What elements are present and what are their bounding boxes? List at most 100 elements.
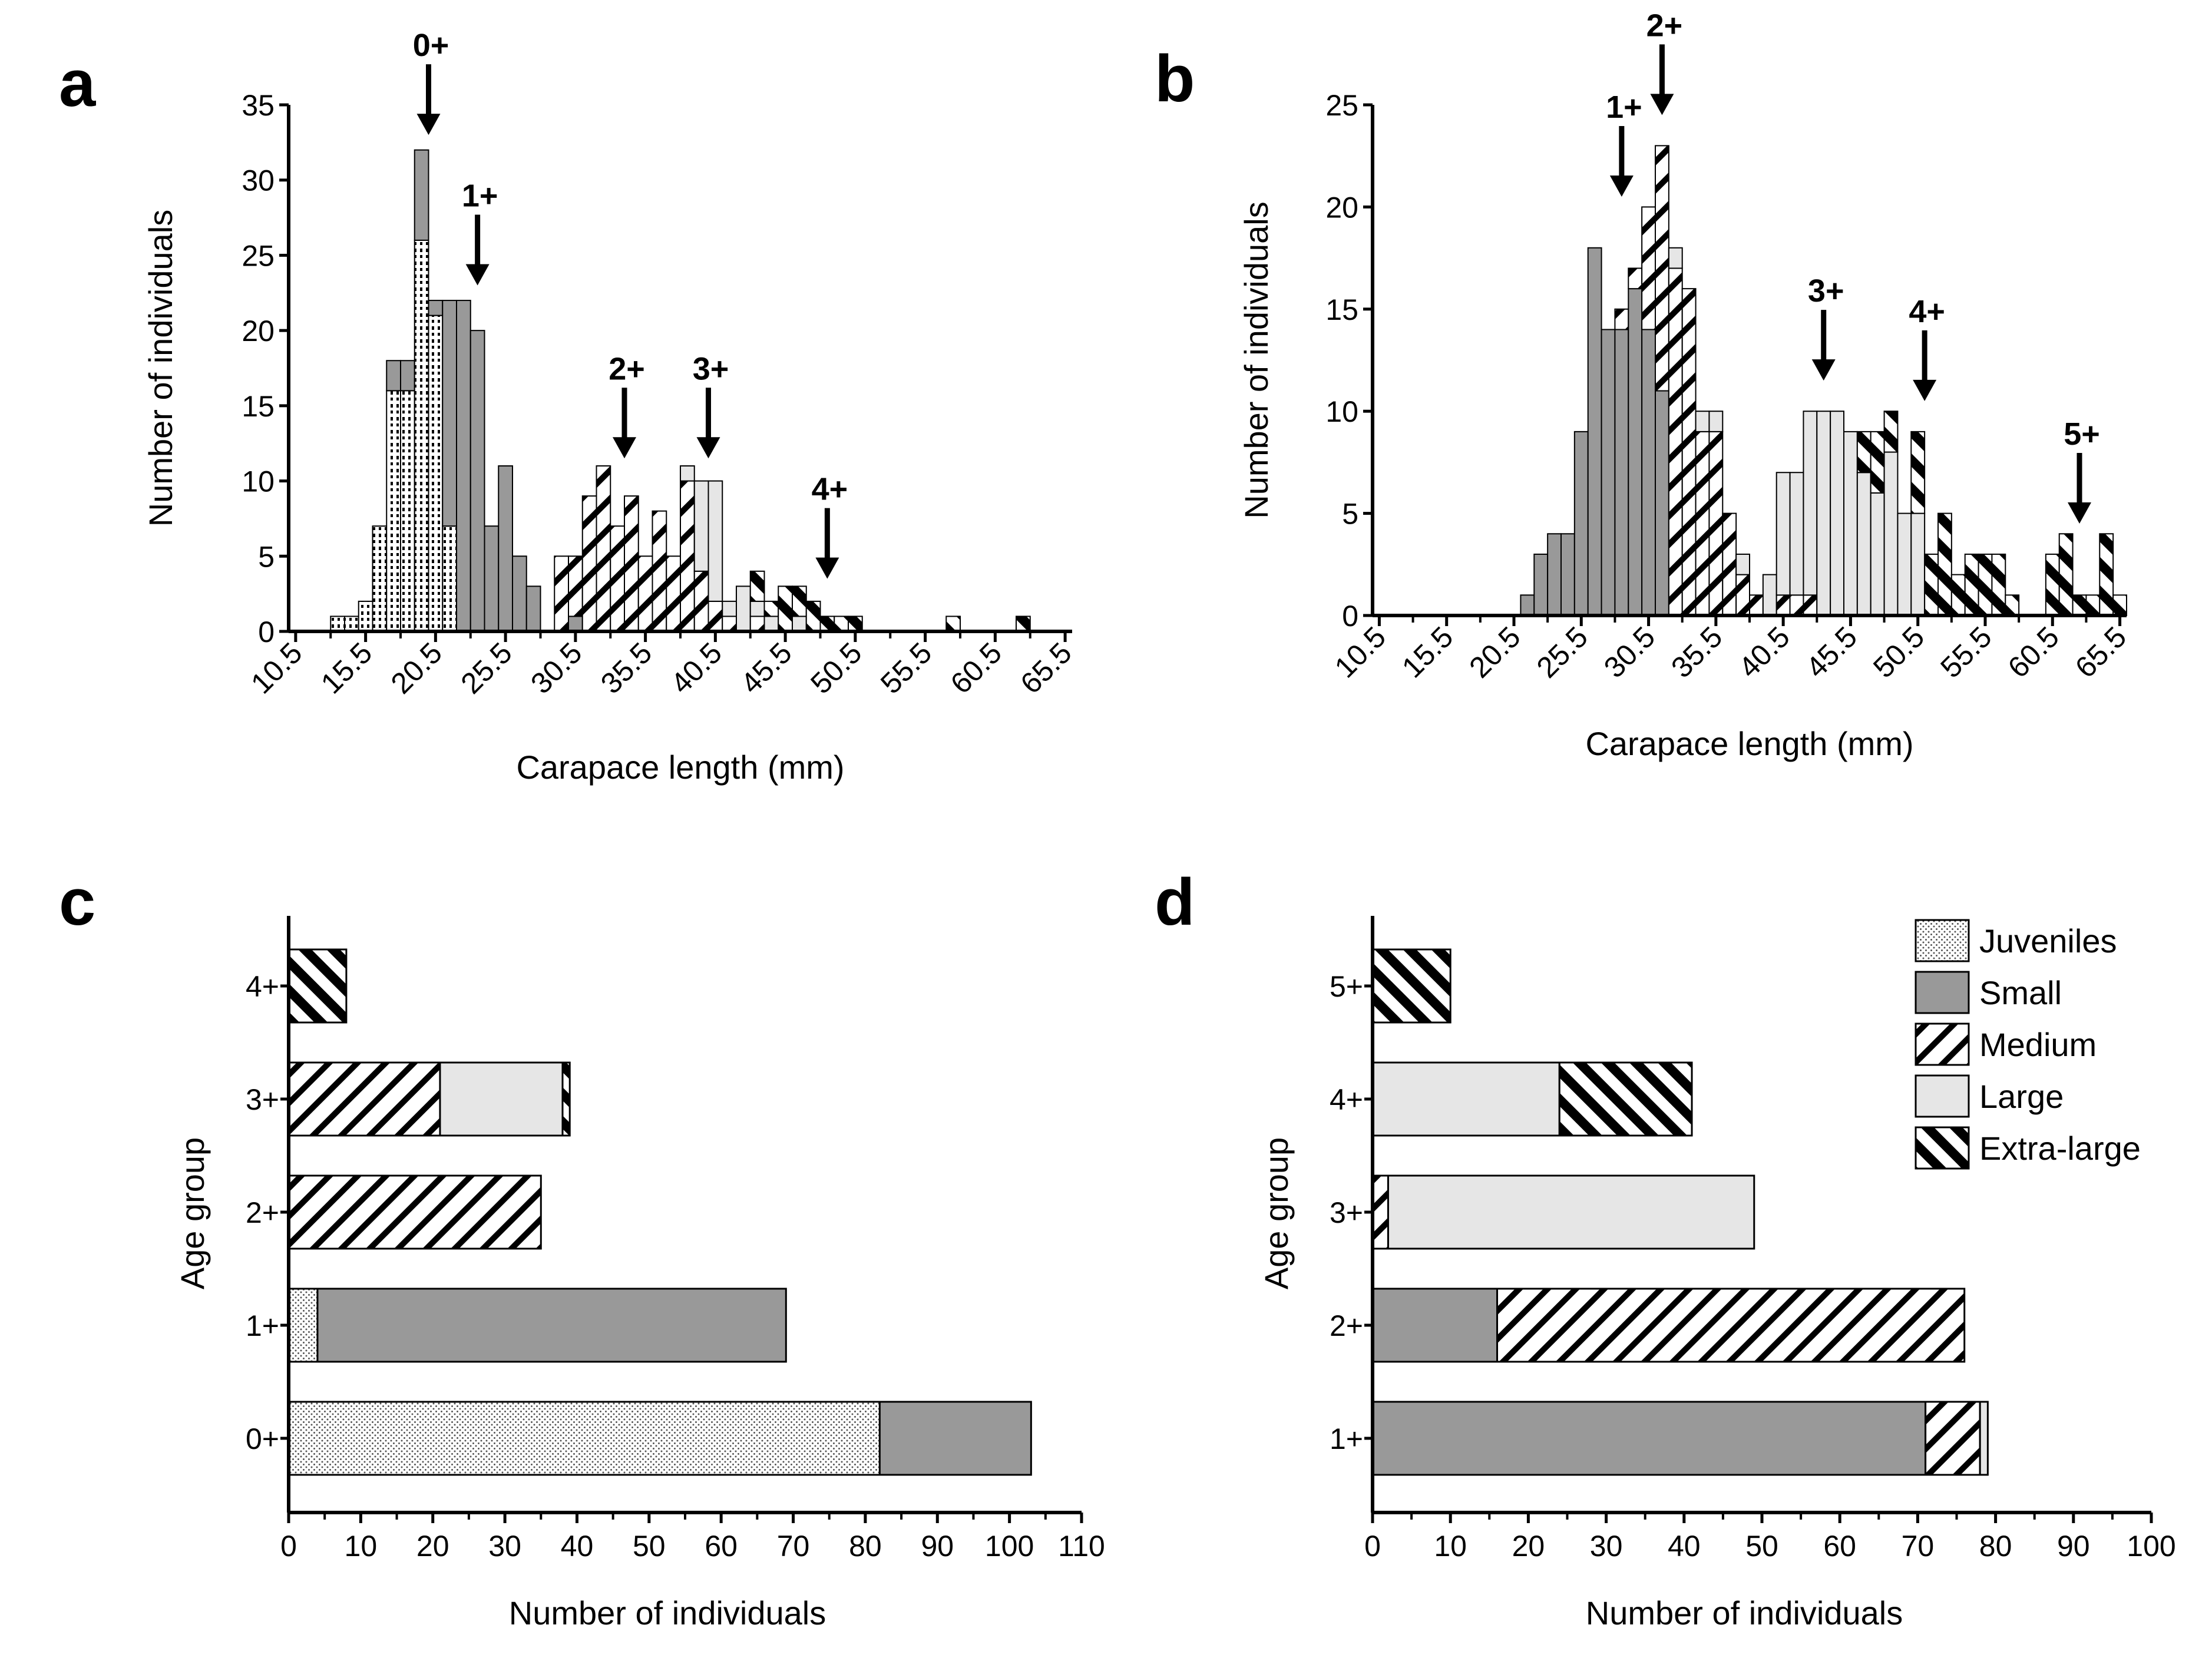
- bar-small-bin-4: [1573, 431, 1589, 616]
- category-label: 0+: [246, 1422, 279, 1455]
- hbar-small-2+: [1371, 1288, 1499, 1363]
- hbar-large-3+: [439, 1061, 564, 1137]
- bar-large-bin-26: [693, 480, 709, 572]
- cohort-arrow-head: [815, 557, 839, 579]
- panel-letter-c: c: [59, 865, 95, 939]
- bar-small-bin-6: [414, 149, 429, 241]
- hbar-extra_large-3+: [561, 1061, 571, 1137]
- x-tick-label: 20: [416, 1530, 449, 1563]
- category-label: 4+: [246, 970, 279, 1003]
- bar-small-bin-9: [1641, 329, 1656, 616]
- bar-medium-bin-14: [1708, 431, 1724, 616]
- bar-medium-bin-19: [1775, 594, 1791, 617]
- bar-juveniles-bin-2: [358, 600, 373, 633]
- panel-letter-a: a: [59, 47, 96, 120]
- x-tick-label: 15.5: [315, 636, 378, 700]
- x-tick-label: 50.5: [804, 636, 868, 700]
- hbar-small-0+: [878, 1401, 1032, 1476]
- hbar-medium-2+: [1496, 1288, 1966, 1363]
- bar-large-bin-28: [1897, 512, 1912, 616]
- bar-large-bin-16: [1735, 553, 1750, 575]
- hbar-small-1+: [316, 1288, 787, 1363]
- bar-extra_large-bin-43: [2099, 533, 2114, 617]
- bar-juveniles-bin-7: [428, 315, 444, 632]
- hbar-small-1+: [1371, 1401, 1927, 1476]
- bar-large-bin-25: [1856, 472, 1872, 616]
- cohort-arrow-head: [1811, 359, 1836, 381]
- bar-small-bin-8: [442, 300, 457, 527]
- x-tick-label: 40.5: [664, 636, 728, 700]
- bar-juveniles-bin-1: [344, 615, 359, 633]
- bar-small-bin-4: [386, 360, 401, 392]
- y-axis-title: Number of individuals: [142, 210, 179, 527]
- bar-juveniles-bin-5: [400, 390, 415, 632]
- legend-swatch-large: [1915, 1074, 1970, 1118]
- x-tick-label: 10: [345, 1530, 378, 1563]
- cohort-arrow-label: 1+: [462, 178, 498, 214]
- cohort-arrow-label: 4+: [812, 472, 848, 507]
- x-tick-label: 10: [1434, 1530, 1467, 1563]
- bar-large-bin-11: [1668, 247, 1683, 269]
- cohort-arrow-label: 0+: [413, 28, 449, 63]
- bar-extra_large-bin-42: [2085, 594, 2101, 617]
- cohort-arrow-label: 3+: [1808, 273, 1844, 309]
- cohort-arrow-label: 2+: [609, 351, 645, 386]
- bar-small-bin-8: [1628, 288, 1643, 616]
- cohort-arrow-head: [1609, 176, 1634, 197]
- bar-extra_large-bin-44: [945, 615, 961, 633]
- bar-medium-bin-20: [1789, 594, 1804, 617]
- bar-medium-bin-16: [554, 555, 569, 632]
- bar-small-bin-7: [1614, 329, 1629, 616]
- bar-extra_large-bin-34: [805, 600, 821, 633]
- category-label: 2+: [246, 1196, 279, 1229]
- bar-extra_large-bin-35: [1991, 553, 2006, 617]
- y-tick-label: 0: [1342, 600, 1358, 633]
- x-tick-label: 90: [921, 1530, 954, 1563]
- bar-large-bin-28: [722, 600, 737, 617]
- bar-extra_large-bin-41: [2072, 594, 2087, 617]
- bar-large-bin-27: [1883, 451, 1899, 616]
- x-tick-label: 65.5: [2069, 620, 2132, 684]
- bar-small-bin-11: [484, 525, 500, 633]
- bar-large-bin-29: [736, 585, 751, 632]
- bar-extra_large-bin-30: [749, 570, 765, 602]
- hbar-juveniles-0+: [287, 1401, 881, 1476]
- bar-small-bin-3: [1560, 533, 1575, 617]
- x-tick-label: 80: [849, 1530, 882, 1563]
- y-tick-label: 25: [242, 239, 275, 272]
- hbar-large-1+: [1979, 1401, 1989, 1476]
- x-axis-title: Carapace length (mm): [1585, 725, 1913, 762]
- cohort-arrow-label: 5+: [2064, 416, 2100, 452]
- bar-extra_large-bin-26: [1870, 431, 1885, 494]
- x-tick-label: 30.5: [524, 636, 588, 700]
- bar-medium-bin-12: [1681, 288, 1697, 616]
- cohort-arrow-head: [696, 437, 720, 459]
- bar-extra_large-bin-25: [1856, 431, 1872, 474]
- x-tick-label: 60.5: [944, 636, 1008, 700]
- cohort-arrow-label: 2+: [1646, 8, 1683, 43]
- bar-medium-bin-20: [610, 525, 625, 633]
- panel-b-histogram: 0 5 10 15 20 25 10.5 15.5 20.5 25.5 30.5 35.5 40.5 45…: [1238, 8, 2132, 762]
- x-tick-label: 70: [1902, 1530, 1935, 1563]
- bar-extra_large-bin-33: [792, 585, 807, 617]
- bar-medium-bin-23: [652, 510, 667, 633]
- bar-small-bin-14: [525, 585, 541, 632]
- bar-large-bin-18: [1762, 574, 1777, 617]
- bar-large-bin-26: [1870, 492, 1885, 616]
- bar-medium-bin-21: [1803, 594, 1818, 617]
- panel-c-age-bars: 0+ 1+ 2+ 3+ 4+ 0 10 20 30 40 50 60 70 80 90 100 110 Numbe…: [174, 916, 1105, 1631]
- bar-large-bin-29: [1910, 512, 1926, 616]
- y-tick-label: 0: [258, 615, 275, 648]
- bar-large-bin-30: [749, 600, 765, 617]
- bar-large-bin-27: [707, 480, 723, 602]
- bar-small-bin-5: [400, 360, 415, 392]
- bar-extra_large-bin-40: [2058, 533, 2074, 617]
- bar-small-bin-13: [512, 555, 527, 632]
- cohort-arrow-head: [613, 437, 636, 459]
- y-tick-label: 20: [242, 315, 275, 348]
- bar-medium-bin-7: [1614, 308, 1629, 330]
- bar-large-bin-25: [680, 465, 695, 482]
- y-axis-title: Age group: [1258, 1137, 1295, 1289]
- x-tick-label: 20.5: [385, 636, 448, 700]
- x-tick-label: 40: [561, 1530, 594, 1563]
